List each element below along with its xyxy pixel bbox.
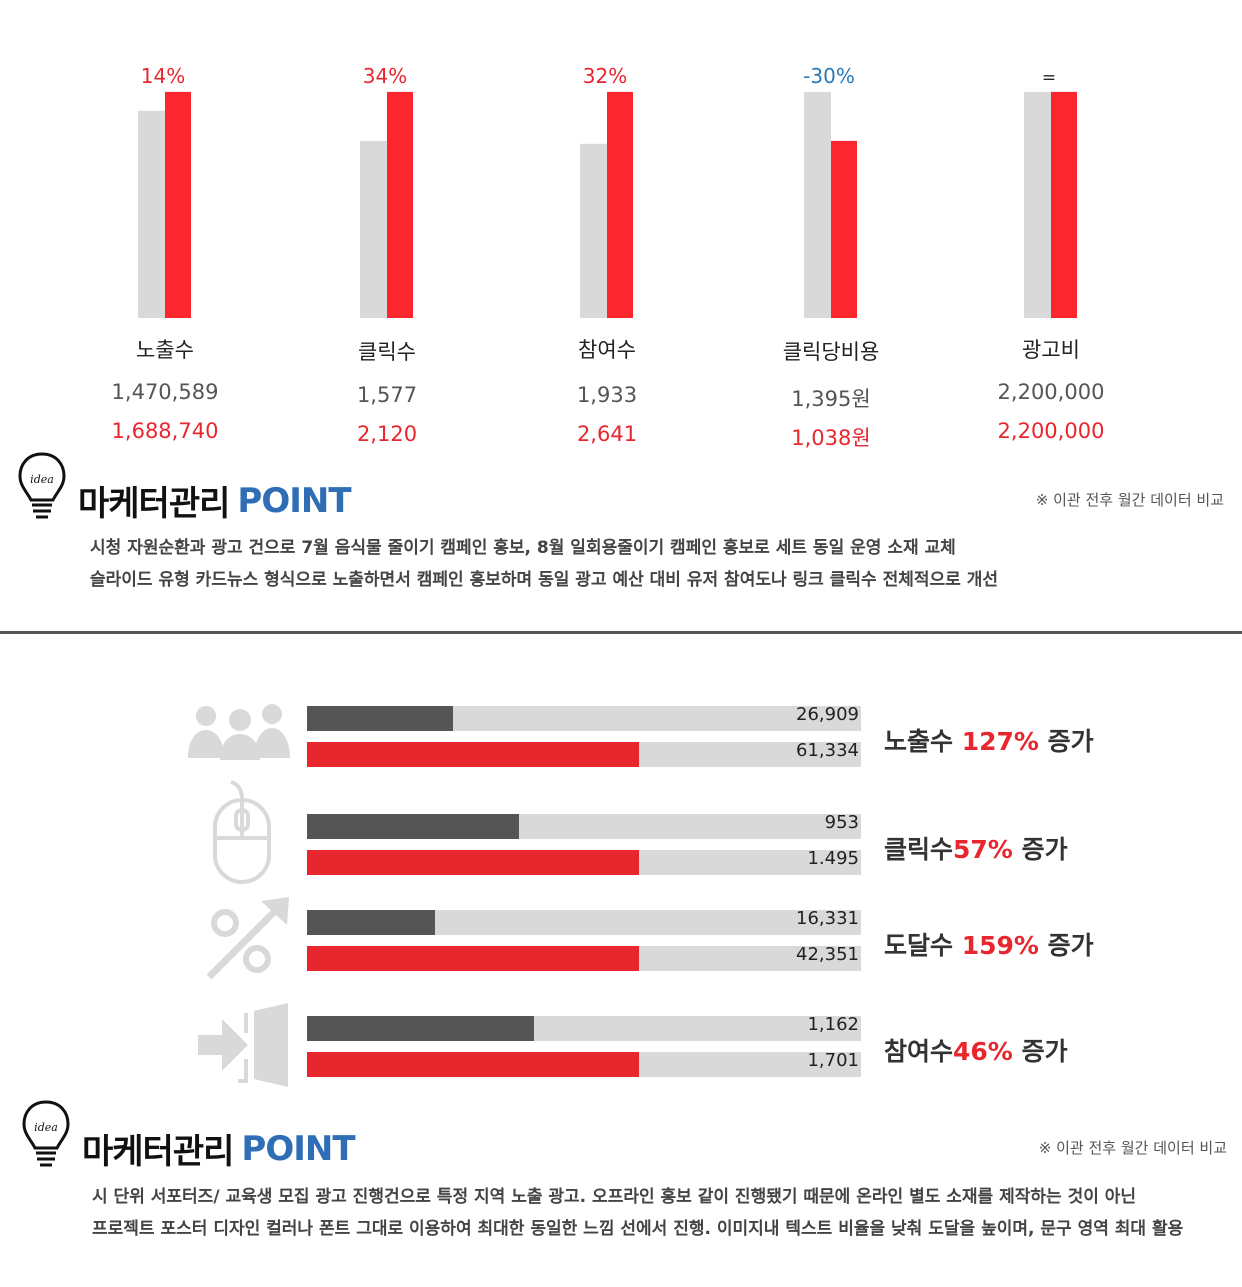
- bar-before: [1024, 91, 1051, 319]
- bar-after: [165, 91, 191, 319]
- before-bar-fill: [307, 814, 519, 839]
- bar-after: [1051, 91, 1077, 319]
- after-bar-track: 42,351: [307, 944, 861, 971]
- before-bar-value: 26,909: [796, 704, 859, 725]
- summary-metric: 클릭수: [884, 835, 954, 864]
- bar-before: [138, 110, 165, 318]
- point-description-line: 시청 자원순환과 광고 건으로 7월 음식물 줄이기 캠페인 홍보, 8월 일회…: [90, 538, 956, 558]
- increase-summary: 참여수46% 증가: [884, 1032, 1068, 1068]
- summary-metric: 노출수: [884, 727, 962, 756]
- point-title-en: POINT: [237, 480, 351, 521]
- after-bar-fill: [307, 850, 639, 875]
- summary-suffix: 증가: [1012, 1037, 1068, 1066]
- value-before: 2,200,000: [997, 380, 1105, 404]
- after-bar-track: 1,701: [307, 1050, 861, 1077]
- after-bar-fill: [307, 946, 639, 971]
- category-label: 클릭당비용: [782, 340, 880, 364]
- before-bar-value: 16,331: [796, 908, 859, 929]
- bar-before: [580, 143, 607, 318]
- section-divider: [0, 631, 1242, 634]
- bar-after: [387, 91, 413, 319]
- value-after: 2,641: [576, 422, 638, 446]
- mouse-icon: [213, 780, 271, 884]
- increase-summary: 노출수 127% 증가: [884, 722, 1094, 758]
- after-bar-value: 61,334: [796, 740, 859, 761]
- value-after: 1,688,740: [111, 419, 219, 443]
- lightbulb-icon: idea: [18, 452, 66, 519]
- category-label: 참여수: [578, 338, 636, 362]
- after-bar-value: 1,701: [807, 1050, 859, 1071]
- lightbulb-icon: idea: [22, 1100, 70, 1167]
- value-after: 2,200,000: [997, 419, 1105, 443]
- increase-summary: 도달수 159% 증가: [884, 926, 1094, 962]
- summary-metric: 참여수: [884, 1037, 954, 1066]
- summary-percent: 46%: [953, 1037, 1013, 1066]
- value-before: 1,933: [576, 383, 638, 407]
- logo-word: idea: [34, 1121, 58, 1134]
- before-bar-track: 16,331: [307, 908, 861, 935]
- point-title-en: POINT: [241, 1128, 355, 1169]
- point-description: 시청 자원순환과 광고 건으로 7월 음식물 줄이기 캠페인 홍보, 8월 일회…: [90, 532, 998, 596]
- category-label: 노출수: [136, 338, 194, 362]
- after-bar-fill: [307, 1052, 639, 1077]
- people-icon: [188, 704, 290, 760]
- value-before: 1,395원: [791, 387, 871, 411]
- before-bar-track: 953: [307, 812, 861, 839]
- before-bar-track: 26,909: [307, 704, 861, 731]
- summary-percent: 127%: [961, 727, 1039, 756]
- point-description-line: 프로젝트 포스터 디자인 컬러나 폰트 그대로 이용하여 최대한 동일한 느낌 …: [92, 1219, 1184, 1239]
- change-label: 14%: [141, 64, 185, 88]
- after-bar-track: 1.495: [307, 848, 861, 875]
- point-note: ※ 이관 전후 월간 데이터 비교: [1035, 491, 1224, 509]
- bar-after: [831, 140, 857, 318]
- point-description-line: 슬라이드 유형 카드뉴스 형식으로 노출하면서 캠페인 홍보하며 동일 광고 예…: [90, 570, 998, 590]
- category-label: 광고비: [1022, 338, 1080, 362]
- change-label: -30%: [803, 64, 855, 88]
- point-description: 시 단위 서포터즈/ 교육생 모집 광고 진행건으로 특정 지역 노출 광고. …: [92, 1181, 1183, 1245]
- before-bar-fill: [307, 706, 453, 731]
- percent-growth-icon: [206, 897, 289, 980]
- bar-before: [804, 91, 831, 319]
- point-note: ※ 이관 전후 월간 데이터 비교: [1038, 1139, 1227, 1157]
- after-bar-track: 61,334: [307, 740, 861, 767]
- summary-suffix: 증가: [1038, 727, 1094, 756]
- summary-percent: 159%: [961, 931, 1039, 960]
- before-bar-fill: [307, 1016, 534, 1041]
- bar-before: [360, 140, 387, 318]
- category-label: 클릭수: [358, 340, 416, 364]
- before-after-bar-chart: 14% 34% 32% -30% =: [138, 64, 1077, 319]
- point-description-line: 시 단위 서포터즈/ 교육생 모집 광고 진행건으로 특정 지역 노출 광고. …: [92, 1187, 1137, 1207]
- change-label: 34%: [363, 64, 407, 88]
- point-title: 마케터관리: [78, 484, 230, 524]
- before-bar-value: 1,162: [807, 1014, 859, 1035]
- before-bar-value: 953: [824, 812, 859, 833]
- summary-metric: 도달수: [884, 931, 962, 960]
- change-label: =: [1042, 68, 1056, 88]
- summary-suffix: 증가: [1012, 835, 1068, 864]
- after-bar-value: 42,351: [796, 944, 859, 965]
- summary-suffix: 증가: [1038, 931, 1094, 960]
- value-after: 1,038원: [791, 426, 871, 450]
- summary-percent: 57%: [953, 835, 1013, 864]
- logo-word: idea: [30, 473, 54, 486]
- before-bar-fill: [307, 910, 435, 935]
- change-label: 32%: [583, 64, 627, 88]
- before-bar-track: 1,162: [307, 1014, 861, 1041]
- increase-summary: 클릭수57% 증가: [884, 830, 1068, 866]
- value-after: 2,120: [356, 422, 418, 446]
- value-before: 1,577: [356, 383, 418, 407]
- bar-after: [607, 91, 633, 319]
- value-before: 1,470,589: [111, 380, 219, 404]
- enter-door-icon: [198, 1003, 288, 1087]
- point-title: 마케터관리: [82, 1132, 234, 1172]
- after-bar-value: 1.495: [807, 848, 859, 869]
- after-bar-fill: [307, 742, 639, 767]
